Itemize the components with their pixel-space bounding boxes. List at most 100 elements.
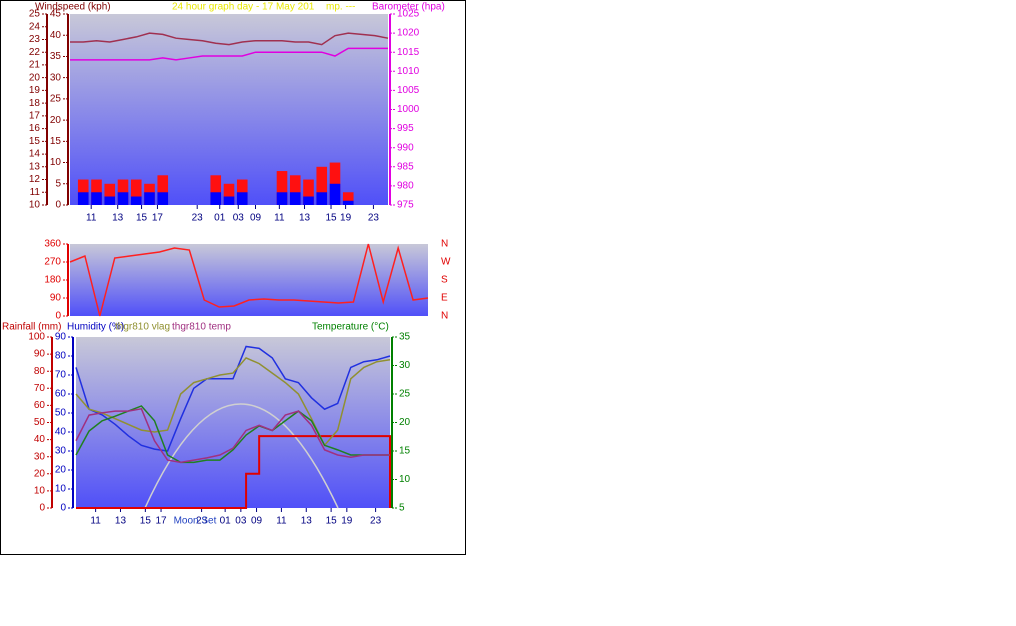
y-tick-label: 5 [55, 178, 61, 189]
y-tick-label: 23 [29, 34, 41, 45]
y-tick-label: 20 [399, 417, 411, 428]
y-tick-label: 35 [50, 51, 62, 62]
axis-title: Rainfall (mm) [2, 322, 61, 333]
x-tick-label: 23 [196, 516, 208, 527]
x-tick-label: 19 [341, 516, 353, 527]
y-tick-label: 60 [34, 400, 46, 411]
x-tick-label: 03 [233, 213, 245, 224]
plot-area [70, 244, 428, 316]
bar [117, 192, 129, 205]
y-tick-label: 985 [397, 161, 414, 172]
y-tick-label: 25 [50, 94, 62, 105]
bar [210, 192, 222, 205]
y-tick-label: 20 [34, 468, 46, 479]
y-tick-label: 45 [50, 9, 62, 20]
y-tick-label: W [441, 257, 451, 268]
axis-title: Barometer (hpa) [372, 2, 445, 13]
y-tick-label: 70 [55, 370, 67, 381]
y-tick-label: 0 [55, 200, 61, 211]
bar [342, 192, 354, 205]
y-tick-label: 25 [29, 9, 41, 20]
y-tick-label: 12 [29, 174, 41, 185]
x-tick-label: 23 [192, 213, 204, 224]
bar [342, 200, 354, 205]
x-tick-label: 11 [86, 213, 97, 224]
y-tick-label: 70 [34, 383, 46, 394]
line [69, 243, 429, 317]
line [75, 345, 391, 452]
y-tick-label: 11 [30, 187, 41, 198]
y-tick-label: N [441, 311, 448, 322]
y-tick-label: 22 [29, 47, 41, 58]
bar [289, 175, 301, 205]
y-tick-label: 1020 [397, 28, 420, 39]
y-tick-label: 30 [55, 446, 67, 457]
x-tick-label: 03 [235, 516, 247, 527]
x-tick-label: 11 [276, 516, 287, 527]
y-tick-label: 60 [55, 389, 67, 400]
x-tick-label: 17 [152, 213, 164, 224]
y-tick-label: 13 [29, 161, 41, 172]
y-tick-label: 15 [50, 136, 62, 147]
y-tick-label: 21 [29, 60, 41, 71]
y-tick-label: 18 [29, 98, 41, 109]
x-tick-label: 13 [112, 213, 124, 224]
bar [130, 196, 142, 205]
line [70, 47, 388, 61]
axis-title: Humidity (%) [67, 322, 124, 333]
y-tick-label: 975 [397, 200, 414, 211]
y-tick-label: 40 [50, 30, 62, 41]
bar [276, 171, 288, 205]
y-tick-label: 990 [397, 142, 414, 153]
y-tick-label: 15 [29, 136, 41, 147]
x-tick-label: 23 [370, 516, 382, 527]
bar [276, 192, 288, 205]
y-tick-label: 90 [34, 349, 46, 360]
y-tick-label: 20 [29, 72, 41, 83]
y-tick-label: 180 [44, 275, 61, 286]
y-tick-label: 270 [44, 257, 61, 268]
bar [104, 183, 116, 205]
x-tick-label: 23 [368, 213, 380, 224]
y-tick-label: 10 [55, 484, 67, 495]
y-tick-label: 10 [50, 157, 62, 168]
y-tick-label: 15 [399, 446, 411, 457]
bar [236, 192, 248, 205]
x-tick-label: 15 [326, 516, 338, 527]
y-tick-label: 14 [29, 149, 41, 160]
bar [303, 196, 314, 205]
bar [144, 192, 155, 205]
y-tick-label: 19 [29, 85, 41, 96]
bar [289, 192, 301, 205]
axis-title: Temperature (°C) [312, 322, 389, 333]
line [75, 407, 390, 464]
y-tick-label: 90 [50, 293, 62, 304]
y-tick-label: 25 [399, 389, 411, 400]
step-line [76, 435, 391, 509]
bar [223, 196, 235, 205]
y-tick-label: E [441, 293, 448, 304]
y-tick-label: S [441, 275, 448, 286]
bar [223, 183, 235, 205]
y-tick-label: 50 [34, 417, 46, 428]
annotation: Moon Set [174, 516, 217, 527]
x-tick-label: 13 [299, 213, 311, 224]
y-tick-label: 10 [29, 200, 41, 211]
chart-title: 24 hour graph day - 17 May 201 [172, 2, 315, 13]
y-tick-label: 0 [39, 503, 45, 514]
y-tick-label: 16 [29, 123, 41, 134]
x-tick-label: 09 [251, 516, 263, 527]
axis-title: Windspeed (kph) [35, 2, 111, 13]
x-tick-label: 19 [340, 213, 352, 224]
y-tick-label: 80 [55, 351, 67, 362]
y-tick-label: 1000 [397, 104, 420, 115]
x-tick-label: 17 [155, 516, 167, 527]
line [75, 356, 391, 447]
y-tick-label: 20 [55, 465, 67, 476]
y-tick-label: 10 [34, 486, 46, 497]
y-tick-label: 24 [29, 21, 41, 32]
bar [157, 175, 169, 205]
y-tick-label: 10 [399, 474, 411, 485]
y-tick-label: 40 [55, 427, 67, 438]
